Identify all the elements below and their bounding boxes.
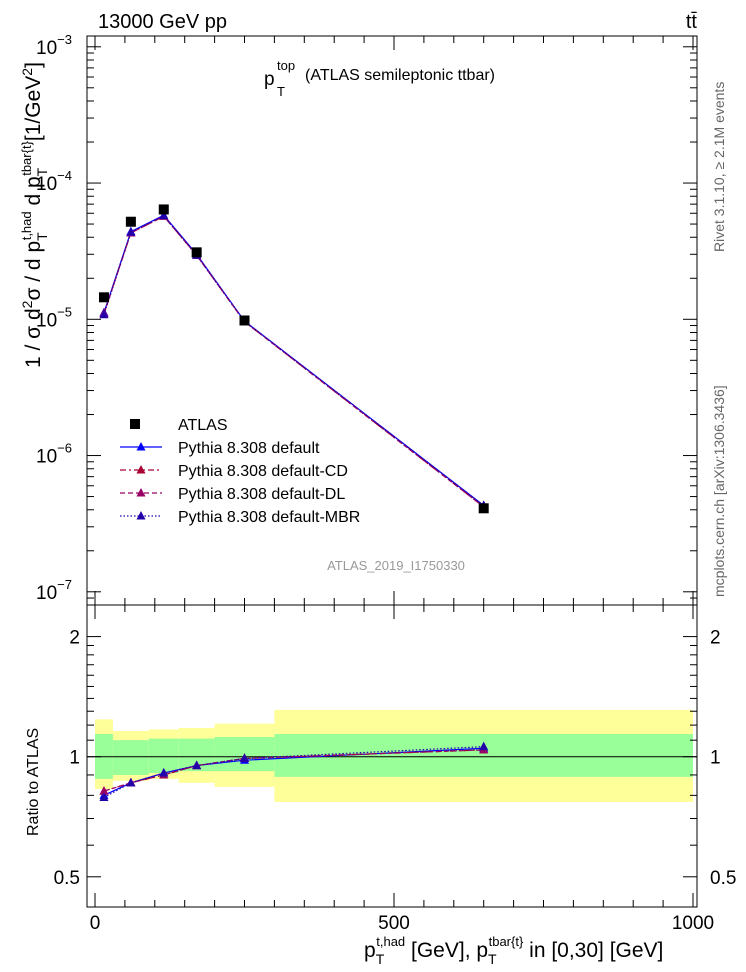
main-panel: 10−7 10−6 10−5 10−4 10−3: [36, 32, 698, 606]
legend-label: Pythia 8.308 default-CD: [178, 463, 348, 480]
rivet-label: Rivet 3.1.10, ≥ 2.1M events: [711, 82, 727, 252]
energy-label: 13000 GeV pp: [98, 11, 227, 33]
legend: ATLAS Pythia 8.308 default Pythia 8.308 de…: [120, 417, 360, 526]
legend-marker: [136, 465, 146, 474]
y-axis-label-ratio: Ratio to ATLAS: [25, 728, 42, 836]
ratio-series-marker: [99, 792, 109, 802]
legend-label: Pythia 8.308 default: [178, 440, 320, 457]
ratio-series-marker: [479, 741, 489, 751]
x-axis-label: pTt,had [GeV], pTtbar{t} in [0,30] [GeV]: [364, 934, 663, 967]
ratio-series-marker: [192, 760, 202, 770]
analysis-id: ATLAS_2019_I1750330: [327, 558, 465, 573]
legend-marker: [136, 442, 146, 451]
ratio-band-inner: [148, 738, 179, 774]
ratio-frame: [86, 604, 698, 908]
ratio-series-marker: [159, 768, 169, 777]
x-tick-label: 0: [90, 913, 101, 934]
ratio-y-tick-label-right: 0.5: [710, 868, 736, 889]
x-axis-label-text: pTt,had [GeV], pTtbar{t} in [0,30] [GeV]: [364, 934, 663, 967]
ratio-y-tick-label: 1: [69, 748, 80, 769]
ratio-y-tick-label-right: 2: [710, 628, 721, 649]
plot-title-sub: T: [277, 84, 285, 99]
series-marker: [126, 227, 136, 236]
ratio-y-tick-label: 2: [69, 628, 80, 649]
series-marker: [99, 309, 109, 319]
legend-label: Pythia 8.308 default-MBR: [178, 509, 360, 526]
legend-marker: [136, 488, 146, 497]
ratio-y-tick-label: 0.5: [54, 868, 80, 889]
legend-label: Pythia 8.308 default-DL: [178, 486, 345, 503]
atlas-data-point: [191, 247, 202, 258]
main-y-tick-label: 10−4: [36, 168, 72, 195]
y-axis-label-main: 1 / σ d2σ / d pTt,had d pTtbar{t}[1/GeV2…: [19, 62, 50, 368]
legend-marker-atlas: [130, 419, 140, 429]
x-tick-label: 500: [378, 913, 410, 934]
plot-title: p top T (ATLAS semileptonic ttbar): [264, 58, 495, 99]
atlas-data-point: [158, 204, 169, 215]
main-y-tick-label: 10−5: [36, 304, 72, 331]
ratio-band-inner: [112, 740, 149, 775]
series-line-2: [103, 215, 485, 508]
atlas-data-point: [98, 292, 109, 303]
series-line-1: [103, 215, 485, 508]
series-marker: [159, 210, 169, 220]
atlas-data-point: [478, 503, 489, 514]
ratio-series-marker: [99, 786, 109, 795]
atlas-data-point: [125, 216, 136, 227]
ratio-series-marker: [240, 753, 249, 762]
legend-marker: [136, 511, 146, 520]
ratio-panel: 0 500 1000 0.5 0.5 1 1 2 2: [54, 604, 736, 934]
plot-title-sup: top: [277, 58, 295, 73]
plot-title-main: p: [264, 69, 275, 90]
atlas-data-point: [239, 315, 250, 326]
process-label: tt̄: [686, 11, 698, 33]
ratio-series-line-3: [103, 745, 484, 799]
plot-title-desc: (ATLAS semileptonic ttbar): [305, 67, 495, 84]
y-axis-label-text: 1 / σ d2σ / d pTt,had d pTtbar{t}[1/GeV2…: [19, 62, 50, 368]
main-y-tick-label: 10−3: [36, 32, 72, 59]
ratio-series-marker: [126, 777, 136, 787]
mcplots-label: mcplots.cern.ch [arXiv:1306.3436]: [711, 385, 727, 597]
x-tick-label: 1000: [672, 913, 714, 934]
main-y-tick-label: 10−7: [36, 577, 72, 604]
main-y-tick-label: 10−6: [36, 441, 72, 468]
legend-label: ATLAS: [178, 417, 228, 434]
ratio-y-tick-label-right: 1: [710, 748, 721, 769]
